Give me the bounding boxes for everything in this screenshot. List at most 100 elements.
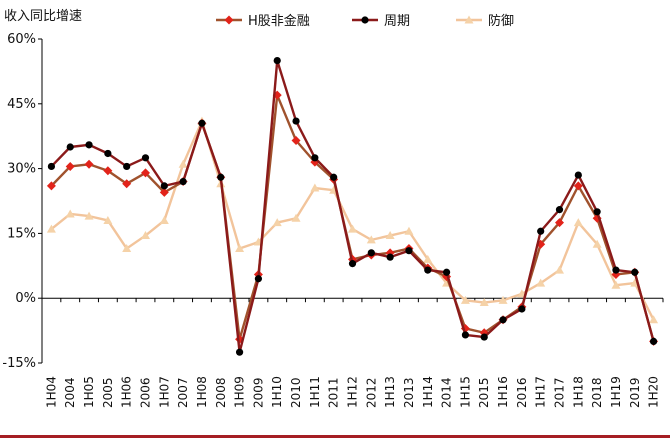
x-tick-label: 1H05 xyxy=(82,376,96,408)
series-1 xyxy=(46,90,659,346)
diamond-marker xyxy=(291,136,301,146)
x-tick-label: 1H10 xyxy=(270,376,284,408)
y-axis: -15% 0% 15% 30% 45% 60% xyxy=(2,32,43,371)
triangle-marker xyxy=(84,211,94,220)
circle-marker xyxy=(104,149,112,158)
circle-marker xyxy=(85,141,93,149)
triangle-marker xyxy=(46,224,56,233)
diamond-marker xyxy=(555,218,564,228)
triangle-marker xyxy=(235,244,245,253)
circle-marker xyxy=(367,249,375,257)
x-tick-label: 2004 xyxy=(63,377,77,408)
x-tick-label: 1H11 xyxy=(308,376,322,408)
x-tick-label: 2005 xyxy=(101,377,115,408)
legend-label: H股非金融 xyxy=(248,13,310,29)
x-axis: 1H04 2004 1H05 2005 1H06 2006 1H07 2007 1H08 2008… xyxy=(41,297,664,408)
diamond-marker xyxy=(159,187,169,197)
circle-marker xyxy=(424,266,432,274)
x-tick-label: 2010 xyxy=(289,377,303,408)
y-tick-label: -15% xyxy=(2,356,36,371)
triangle-marker xyxy=(555,265,564,274)
circle-marker xyxy=(461,331,470,339)
triangle-marker xyxy=(498,295,508,304)
circle-marker xyxy=(123,162,131,171)
legend-label: 周期 xyxy=(384,14,410,29)
triangle-marker xyxy=(65,209,75,218)
x-tick-label: 1H07 xyxy=(157,376,171,408)
circle-marker xyxy=(235,348,244,356)
triangle-marker xyxy=(460,295,470,304)
x-tick-label: 1H04 xyxy=(44,376,58,408)
triangle-marker xyxy=(385,231,395,240)
series-line xyxy=(50,119,655,321)
legend: H股非金融 周期 防御 xyxy=(216,13,514,29)
triangle-marker xyxy=(464,15,474,24)
x-tick-label: 1H09 xyxy=(233,376,247,408)
circle-marker xyxy=(179,177,187,186)
x-tick-label: 2008 xyxy=(214,377,228,408)
circle-marker xyxy=(555,206,564,214)
x-tick-label: 2018 xyxy=(590,377,604,408)
x-tick-label: 2015 xyxy=(477,377,491,408)
x-tick-label: 1H15 xyxy=(458,376,472,408)
series-line xyxy=(50,59,655,354)
circle-marker xyxy=(292,117,300,125)
x-tick-label: 2012 xyxy=(364,377,378,408)
x-tick-label: 2013 xyxy=(402,377,416,408)
x-tick-label: 2007 xyxy=(176,377,190,408)
series-group xyxy=(46,57,659,356)
triangle-marker xyxy=(423,254,433,263)
x-tick-label: 2011 xyxy=(327,377,341,408)
triangle-marker xyxy=(103,215,113,224)
circle-marker xyxy=(160,182,168,190)
circle-marker xyxy=(47,162,56,171)
circle-marker xyxy=(649,337,658,345)
triangle-marker xyxy=(573,218,583,227)
diamond-marker xyxy=(573,181,583,191)
diamond-marker xyxy=(65,161,75,171)
triangle-marker xyxy=(272,218,282,227)
diamond-marker xyxy=(46,181,56,191)
y-tick-label: 60% xyxy=(7,32,36,47)
x-tick-label: 1H16 xyxy=(496,376,510,408)
bottom-rule xyxy=(0,435,670,438)
circle-marker xyxy=(442,268,451,276)
legend-item-3: 防御 xyxy=(456,13,514,29)
x-tick-label: 1H18 xyxy=(571,376,585,408)
y-tick-label: 30% xyxy=(7,162,36,177)
diamond-marker xyxy=(224,15,234,25)
circle-marker xyxy=(311,154,319,162)
triangle-marker xyxy=(592,239,602,248)
circle-marker xyxy=(518,305,526,313)
y-tick-label: 0% xyxy=(15,291,36,306)
x-tick-label: 1H12 xyxy=(346,376,360,408)
x-tick-label: 2009 xyxy=(251,377,265,408)
series-line xyxy=(50,93,655,342)
circle-marker xyxy=(141,154,150,162)
diamond-marker xyxy=(103,166,113,176)
x-tick-label: 2019 xyxy=(628,377,642,408)
x-tick-label: 1H14 xyxy=(421,376,435,408)
x-tick-label: 1H19 xyxy=(609,376,623,408)
circle-marker xyxy=(330,173,338,181)
triangle-marker xyxy=(479,298,489,307)
circle-marker xyxy=(273,57,281,65)
diamond-marker xyxy=(141,168,150,178)
triangle-marker xyxy=(141,231,150,240)
circle-marker xyxy=(537,227,545,235)
circle-marker xyxy=(217,173,225,181)
circle-marker xyxy=(499,316,507,324)
x-tick-label: 1H08 xyxy=(195,376,209,408)
triangle-marker xyxy=(536,278,546,287)
circle-marker xyxy=(480,333,488,341)
triangle-marker xyxy=(310,183,320,192)
triangle-marker xyxy=(291,213,301,222)
circle-marker xyxy=(66,143,74,151)
triangle-marker xyxy=(348,224,357,233)
x-tick-label: 2017 xyxy=(553,377,567,408)
triangle-marker xyxy=(611,280,621,289)
legend-item-1: H股非金融 xyxy=(216,13,310,29)
x-tick-label: 1H17 xyxy=(534,376,548,408)
triangle-marker xyxy=(366,235,376,244)
